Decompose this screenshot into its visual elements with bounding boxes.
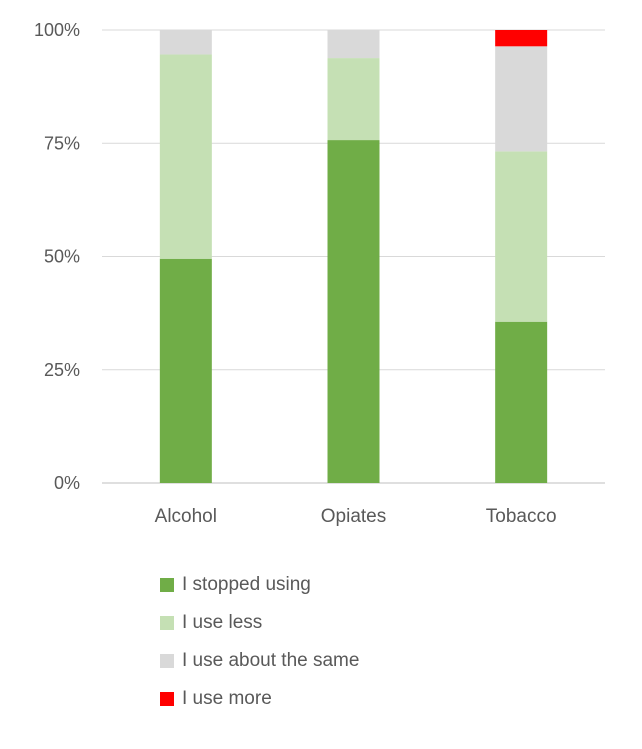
bar-segment [327, 140, 380, 484]
legend-swatch [160, 616, 174, 630]
bar-segment [495, 46, 548, 152]
legend-item: I use about the same [160, 642, 359, 680]
stacked-bar-chart: 0% 25% 50% 75% 100% Alcohol Opiates Tobacco [34, 20, 605, 527]
legend-swatch [160, 654, 174, 668]
y-tick-label: 50% [44, 247, 80, 267]
x-tick-label: Alcohol [155, 506, 217, 527]
bar-segment [159, 54, 212, 259]
legend-item: I use more [160, 680, 359, 718]
bar-segment [327, 58, 380, 141]
x-axis: Alcohol Opiates Tobacco [155, 506, 557, 527]
legend-swatch [160, 692, 174, 706]
legend-label: I use more [182, 688, 272, 709]
bar-segment [495, 30, 548, 47]
legend-label: I use less [182, 612, 263, 633]
legend-item: I use less [160, 604, 359, 642]
y-tick-label: 100% [34, 20, 80, 40]
bar-segment [159, 258, 212, 483]
x-tick-label: Opiates [321, 506, 386, 527]
legend-swatch [160, 578, 174, 592]
legend-label: I use about the same [182, 650, 360, 671]
legend-item: I stopped using [160, 566, 359, 604]
legend-label: I stopped using [182, 574, 311, 595]
legend: I stopped using I use less I use about the… [160, 566, 359, 718]
y-tick-label: 25% [44, 360, 80, 380]
y-tick-label: 75% [44, 133, 80, 153]
y-axis: 0% 25% 50% 75% 100% [34, 20, 80, 493]
bar-segment [495, 321, 548, 483]
bar-segment [327, 30, 380, 59]
bar-segment [159, 30, 212, 55]
y-tick-label: 0% [54, 473, 80, 493]
bars [159, 30, 548, 484]
bar-segment [495, 151, 548, 322]
x-tick-label: Tobacco [486, 506, 557, 527]
